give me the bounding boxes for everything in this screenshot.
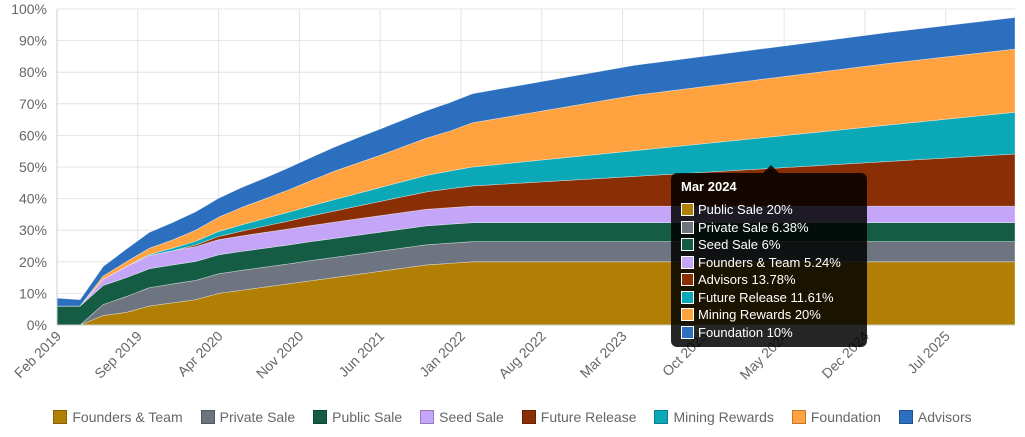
legend-item-private-sale[interactable]: Private Sale: [200, 409, 296, 425]
legend-label: Private Sale: [219, 409, 296, 425]
x-tick-label: Aug 2022: [495, 328, 549, 382]
tooltip-row-text: Advisors 13.78%: [698, 272, 796, 288]
x-tick-label: Nov 2020: [253, 328, 307, 382]
y-tick-label: 70%: [19, 96, 47, 112]
y-tick-label: 90%: [19, 33, 47, 49]
legend-label: Foundation: [810, 409, 881, 425]
y-tick-label: 40%: [19, 191, 47, 207]
y-tick-label: 80%: [19, 64, 47, 80]
tooltip-swatch: [681, 255, 694, 269]
legend-item-foundation[interactable]: Foundation: [791, 409, 881, 425]
tooltip-row-text: Public Sale 20%: [698, 202, 793, 218]
y-tick-label: 20%: [19, 254, 47, 270]
tooltip-row: Future Release 11.61%: [681, 289, 857, 307]
tooltip-row: Advisors 13.78%: [681, 271, 857, 289]
tooltip-rows: Public Sale 20% Private Sale 6.38% Seed Sa…: [681, 201, 857, 341]
legend-swatch: [200, 410, 215, 424]
legend-item-founders-team[interactable]: Founders & Team: [53, 409, 183, 425]
legend-item-future-release[interactable]: Future Release: [521, 409, 637, 425]
legend-swatch: [420, 410, 435, 424]
legend-swatch: [654, 410, 669, 424]
tooltip-row-text: Foundation 10%: [698, 324, 793, 340]
y-tick-label: 50%: [19, 159, 47, 175]
legend-swatch: [521, 410, 536, 424]
y-tick-label: 60%: [19, 127, 47, 143]
legend-item-mining-rewards[interactable]: Mining Rewards: [654, 409, 774, 425]
tooltip-row-text: Future Release 11.61%: [698, 289, 834, 305]
tooltip-caret: [763, 165, 779, 173]
tooltip-swatch: [681, 203, 694, 217]
tooltip-title: Mar 2024: [681, 179, 737, 194]
legend-label: Future Release: [540, 409, 637, 425]
tooltip-row-text: Seed Sale 6%: [698, 237, 781, 253]
y-tick-label: 10%: [19, 285, 47, 301]
x-tick-label: Jun 2021: [335, 328, 387, 380]
x-tick-label: Sep 2019: [91, 328, 145, 382]
chart-canvas: 0% 10% 20% 30% 40% 50% 60% 70% 80% 90% 100% Feb 201…: [11, 1, 1016, 383]
tooltip-row-text: Founders & Team 5.24%: [698, 254, 841, 270]
legend-label: Founders & Team: [72, 409, 183, 425]
tooltip-swatch: [681, 308, 694, 322]
area-advisors[interactable]: [56, 17, 1016, 307]
legend-label: Seed Sale: [439, 409, 504, 425]
tooltip-swatch: [681, 325, 694, 339]
tooltip-row: Founders & Team 5.24%: [681, 254, 857, 272]
x-tick-label: Apr 2020: [174, 328, 226, 380]
tooltip-row: Mining Rewards 20%: [681, 306, 857, 324]
y-tick-label: 30%: [19, 222, 47, 238]
legend-swatch: [898, 410, 913, 424]
tooltip-swatch: [681, 273, 694, 287]
legend-item-public-sale[interactable]: Public Sale: [313, 409, 402, 425]
x-tick-label: Jan 2022: [416, 328, 468, 380]
y-tick-label: 100%: [11, 1, 47, 17]
tooltip-swatch: [681, 290, 694, 304]
legend: Founders & Team Private Sale Public Sale Se…: [0, 404, 1025, 430]
tooltip-row: Foundation 10%: [681, 324, 857, 342]
x-tick-label: Mar 2023: [577, 328, 630, 381]
tooltip-swatch: [681, 220, 694, 234]
y-tick-label: 0%: [27, 317, 47, 333]
legend-label: Mining Rewards: [673, 409, 774, 425]
tooltip-row-text: Private Sale 6.38%: [698, 219, 809, 235]
tooltip-swatch: [681, 238, 694, 252]
area-series: [56, 17, 1016, 326]
x-tick-label: Jul 2025: [904, 328, 953, 377]
legend-label: Advisors: [917, 409, 972, 425]
tooltip-row: Public Sale 20%: [681, 201, 857, 219]
legend-label: Public Sale: [332, 409, 403, 425]
tooltip-row: Private Sale 6.38%: [681, 219, 857, 237]
x-tick-label: Feb 2019: [11, 328, 64, 381]
tooltip-row-text: Mining Rewards 20%: [698, 307, 821, 323]
tooltip: Mar 2024 Public Sale 20% Private Sale 6.3…: [671, 173, 867, 347]
legend-swatch: [313, 410, 328, 424]
legend-item-seed-sale[interactable]: Seed Sale: [420, 409, 504, 425]
legend-item-advisors[interactable]: Advisors: [898, 409, 972, 425]
tooltip-row: Seed Sale 6%: [681, 236, 857, 254]
legend-swatch: [53, 410, 68, 424]
legend-swatch: [791, 410, 806, 424]
